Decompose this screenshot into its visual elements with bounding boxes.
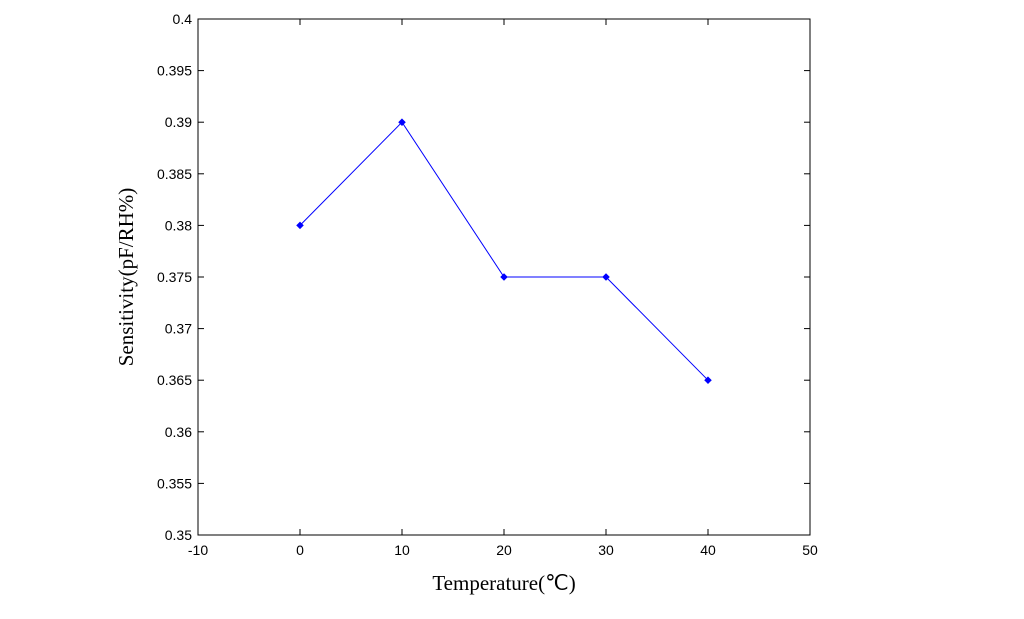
y-tick-label: 0.395 bbox=[157, 63, 192, 79]
y-tick-label: 0.375 bbox=[157, 269, 192, 285]
x-tick-label: -10 bbox=[188, 542, 208, 558]
series-group bbox=[296, 118, 712, 384]
x-tick-label: 20 bbox=[496, 542, 512, 558]
x-axis-ticks: -10 0 10 20 30 40 50 bbox=[188, 19, 818, 558]
y-tick-label: 0.4 bbox=[173, 11, 193, 27]
y-tick-label: 0.37 bbox=[165, 321, 192, 337]
x-axis-title: Temperature(℃) bbox=[432, 571, 575, 595]
y-tick-label: 0.385 bbox=[157, 166, 192, 182]
x-tick-label: 0 bbox=[296, 542, 304, 558]
data-point bbox=[398, 118, 406, 126]
data-point bbox=[704, 376, 712, 384]
x-tick-label: 30 bbox=[598, 542, 614, 558]
y-tick-label: 0.38 bbox=[165, 217, 192, 233]
y-tick-label: 0.36 bbox=[165, 424, 192, 440]
y-axis-title: Sensitivity(pF/RH%) bbox=[114, 188, 138, 367]
data-point bbox=[500, 273, 508, 281]
y-axis-ticks: 0.35 0.355 0.36 0.365 0.37 0.375 0.38 0.385 0.39… bbox=[157, 11, 810, 543]
y-tick-label: 0.35 bbox=[165, 527, 192, 543]
y-tick-label: 0.365 bbox=[157, 372, 192, 388]
x-tick-label: 40 bbox=[700, 542, 716, 558]
x-tick-label: 50 bbox=[802, 542, 818, 558]
y-tick-label: 0.39 bbox=[165, 114, 192, 130]
x-tick-label: 10 bbox=[394, 542, 410, 558]
data-point bbox=[296, 221, 304, 230]
data-point bbox=[602, 273, 610, 281]
y-tick-label: 0.355 bbox=[157, 475, 192, 491]
